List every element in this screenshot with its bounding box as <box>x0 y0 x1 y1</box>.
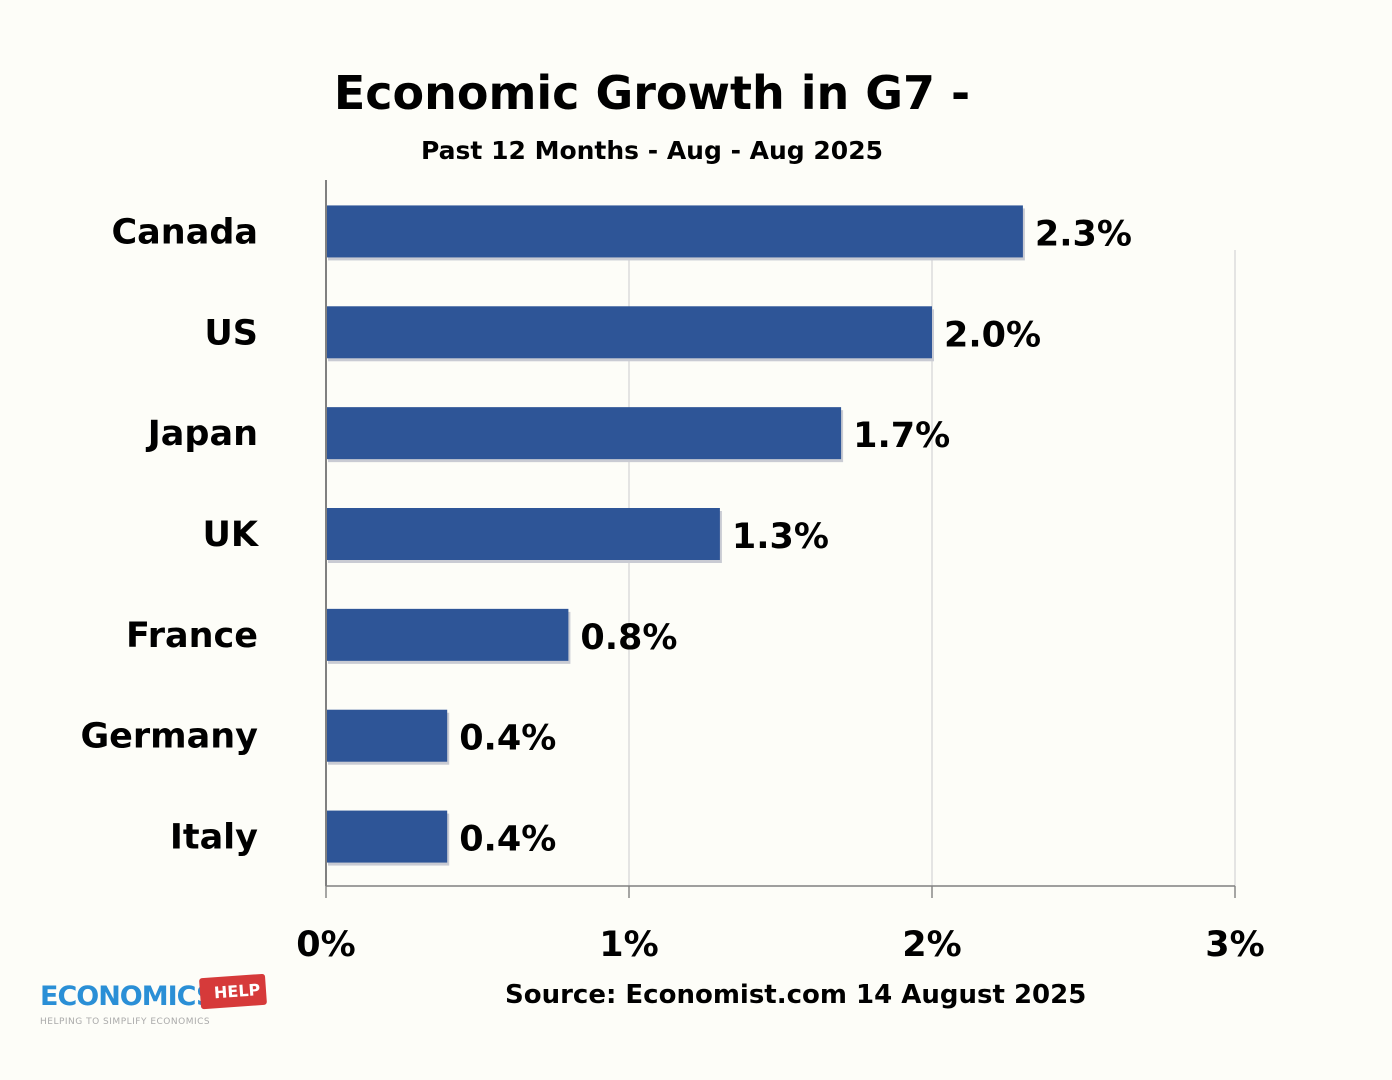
category-label: Canada <box>111 212 258 252</box>
logo-tagline: HELPING TO SIMPLIFY ECONOMICS <box>40 1017 211 1027</box>
bar-uk <box>326 508 720 560</box>
x-tick-label: 1% <box>599 925 658 965</box>
data-label: 2.0% <box>944 315 1041 355</box>
category-label: France <box>126 616 258 656</box>
category-label: US <box>204 313 258 353</box>
x-tick-label: 2% <box>902 925 961 965</box>
chart-title: Economic Growth in G7 - <box>333 66 971 120</box>
data-label: 1.3% <box>732 517 829 557</box>
bar-canada <box>326 205 1023 258</box>
data-label: 1.7% <box>853 416 950 456</box>
logo-text: ECONOMICS <box>40 981 215 1012</box>
chart-subtitle: Past 12 Months - Aug - Aug 2025 <box>421 136 883 165</box>
bar-japan <box>326 407 842 460</box>
bar-germany <box>326 709 448 762</box>
source-note: Source: Economist.com 14 August 2025 <box>505 980 1087 1010</box>
data-label: 0.4% <box>459 719 556 759</box>
x-tick-label: 3% <box>1205 925 1264 965</box>
category-label: Japan <box>146 414 258 454</box>
logo-badge: HELP <box>198 973 268 1010</box>
data-label: 0.4% <box>459 820 556 860</box>
bar-france <box>326 608 569 661</box>
bar-us <box>326 306 932 359</box>
data-label: 2.3% <box>1035 214 1132 254</box>
economics-help-logo: ECONOMICS HELP HELPING TO SIMPLIFY ECONO… <box>40 973 268 1033</box>
category-label: UK <box>202 515 259 555</box>
category-label: Italy <box>170 818 258 858</box>
category-label: Germany <box>80 717 258 757</box>
data-label: 0.8% <box>580 618 677 658</box>
bar-italy <box>326 810 448 863</box>
x-tick-label: 0% <box>296 925 355 965</box>
